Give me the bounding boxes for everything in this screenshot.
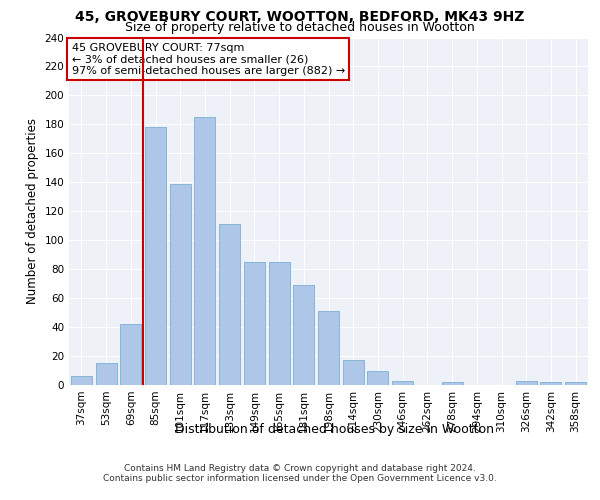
Bar [71, 376, 92, 385]
Text: 45 GROVEBURY COURT: 77sqm
← 3% of detached houses are smaller (26)
97% of semi-d: 45 GROVEBURY COURT: 77sqm ← 3% of detach… [71, 42, 345, 76]
Text: Size of property relative to detached houses in Wootton: Size of property relative to detached ho… [125, 22, 475, 35]
Bar [95, 364, 116, 385]
Bar [565, 382, 586, 385]
Bar [194, 117, 215, 385]
Bar [516, 380, 537, 385]
Bar [392, 380, 413, 385]
Text: Contains HM Land Registry data © Crown copyright and database right 2024.
Contai: Contains HM Land Registry data © Crown c… [103, 464, 497, 483]
Bar [170, 184, 191, 385]
Bar [244, 262, 265, 385]
Bar [293, 285, 314, 385]
Bar [541, 382, 562, 385]
Bar [219, 224, 240, 385]
Bar [145, 128, 166, 385]
Bar [442, 382, 463, 385]
Bar [120, 324, 141, 385]
Bar [367, 370, 388, 385]
Text: Distribution of detached houses by size in Wootton: Distribution of detached houses by size … [175, 422, 494, 436]
Y-axis label: Number of detached properties: Number of detached properties [26, 118, 39, 304]
Bar [343, 360, 364, 385]
Text: 45, GROVEBURY COURT, WOOTTON, BEDFORD, MK43 9HZ: 45, GROVEBURY COURT, WOOTTON, BEDFORD, M… [76, 10, 524, 24]
Bar [269, 262, 290, 385]
Bar [318, 311, 339, 385]
